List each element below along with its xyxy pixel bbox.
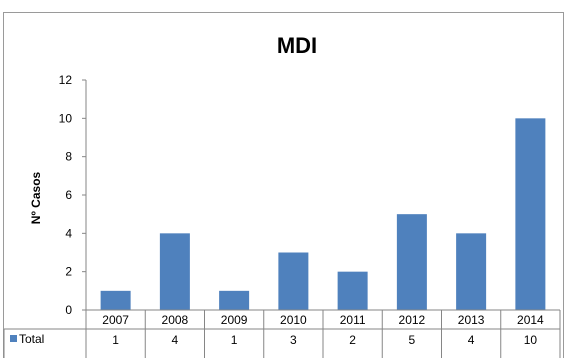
- bar: [337, 271, 368, 310]
- bar: [219, 290, 250, 310]
- x-tick-label: 2011: [340, 313, 366, 327]
- y-tick-label: 10: [59, 111, 73, 125]
- chart-title: MDI: [277, 33, 317, 58]
- data-table: 2007 2008 2009 2010 2011 2012 2013 2014 1 4 1 3 2 5 4 1…: [3, 309, 561, 358]
- x-tick-label: 2010: [280, 313, 307, 327]
- data-table-value: 4: [468, 333, 475, 347]
- x-tick-label: 2009: [221, 313, 248, 327]
- legend-label: Total: [19, 332, 44, 346]
- x-tick-label: 2007: [102, 313, 129, 327]
- bar: [278, 252, 309, 310]
- data-table-value: 4: [172, 333, 179, 347]
- y-tick-label: 4: [65, 226, 72, 240]
- y-tick-label: 12: [59, 73, 73, 87]
- data-table-value: 5: [409, 333, 416, 347]
- y-tick-label: 2: [65, 265, 72, 279]
- y-axis-label: Nº Casos: [29, 171, 43, 224]
- bar: [456, 233, 487, 310]
- x-tick-label: 2012: [399, 313, 426, 327]
- data-table-value: 3: [290, 333, 297, 347]
- y-tick-label: 6: [65, 188, 72, 202]
- y-tick-label: 0: [65, 303, 72, 317]
- bar: [159, 233, 190, 310]
- bar-series: [100, 118, 546, 310]
- data-table-value: 10: [524, 333, 538, 347]
- x-tick-label: 2014: [517, 313, 544, 327]
- x-tick-label: 2013: [458, 313, 485, 327]
- data-table-value: 1: [231, 333, 238, 347]
- data-table-value: 2: [349, 333, 356, 347]
- data-table-value: 1: [112, 333, 119, 347]
- bar: [515, 118, 546, 310]
- legend-key: [10, 335, 17, 342]
- y-tick-label: 8: [65, 150, 72, 164]
- bar: [396, 214, 427, 310]
- x-tick-label: 2008: [162, 313, 189, 327]
- bar: [100, 290, 131, 310]
- y-axis: 0 2 4 6 8 10 12: [59, 73, 86, 317]
